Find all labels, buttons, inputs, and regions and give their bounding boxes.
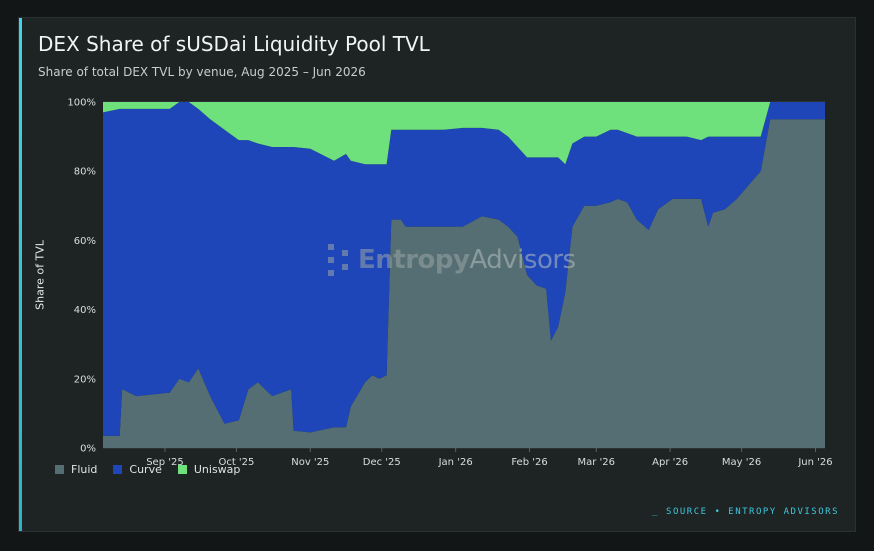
- x-tick-label: Jun '26: [797, 457, 832, 468]
- x-tick-label: May '26: [722, 457, 761, 468]
- y-tick-label: 100%: [67, 98, 96, 109]
- area-uniswap: [103, 102, 825, 165]
- y-tick-label: 0%: [80, 444, 96, 455]
- area-series: [103, 102, 825, 449]
- y-tick-label: 20%: [74, 374, 96, 385]
- x-tick-label: Apr '26: [652, 457, 688, 468]
- x-tick-label: Oct '25: [218, 457, 254, 468]
- y-tick-label: 40%: [74, 305, 96, 316]
- y-tick-label: 60%: [74, 236, 96, 247]
- x-tick-label: Nov '25: [291, 457, 329, 468]
- x-tick-label: Feb '26: [511, 457, 547, 468]
- area-curve: [103, 102, 825, 436]
- x-tick-label: Sep '25: [146, 457, 184, 468]
- x-axis-ticks: Sep '25 Oct '25 Nov '25 Dec '25 Jan '26 Feb '…: [146, 448, 833, 468]
- x-tick-label: Jan '26: [438, 457, 473, 468]
- x-tick-label: Dec '25: [363, 457, 401, 468]
- y-axis-ticks: 0% 20% 40% 60% 80% 100%: [67, 98, 96, 455]
- area-fluid: [103, 119, 825, 449]
- y-tick-label: 80%: [74, 167, 96, 178]
- x-tick-label: Mar '26: [577, 457, 615, 468]
